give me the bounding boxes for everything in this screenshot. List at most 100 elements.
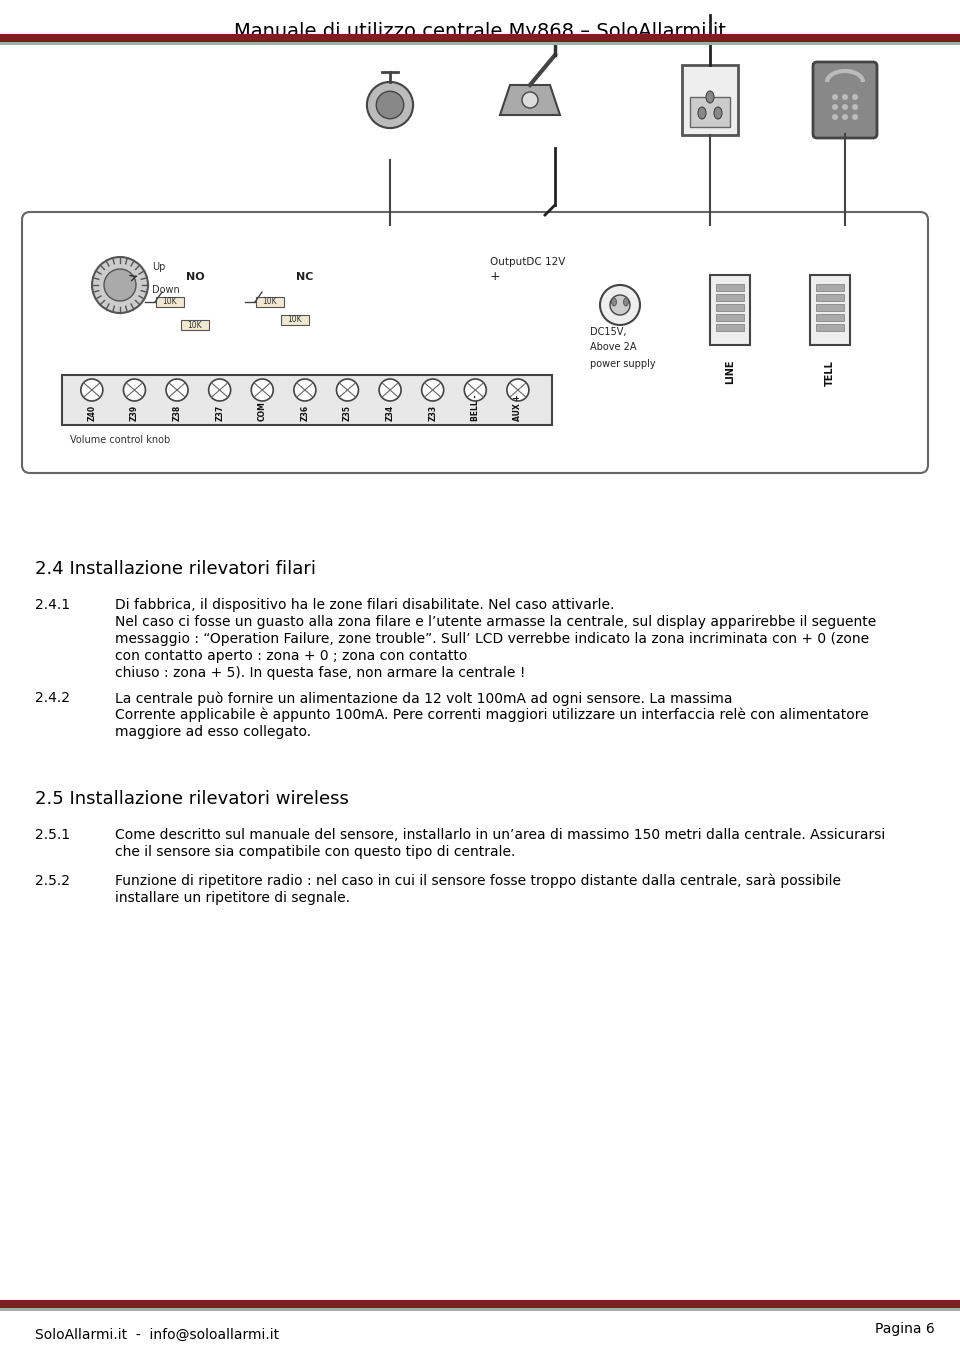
Bar [816, 284, 844, 291]
Text: 2.5.2: 2.5.2 [35, 874, 70, 888]
Text: AUX +: AUX + [514, 394, 522, 422]
Text: DC15V,: DC15V, [590, 326, 627, 337]
Circle shape [610, 295, 630, 316]
Text: messaggio : “Operation Failure, zone trouble”. Sull’ LCD verrebbe indicato la zo: messaggio : “Operation Failure, zone tro… [115, 632, 869, 646]
Circle shape [465, 379, 487, 401]
Circle shape [252, 379, 274, 401]
Text: chiuso : zona + 5). In questa fase, non armare la centrale !: chiuso : zona + 5). In questa fase, non … [115, 666, 525, 680]
Bar [181, 320, 209, 330]
Circle shape [852, 114, 858, 120]
Circle shape [852, 94, 858, 101]
Circle shape [522, 92, 538, 107]
Text: Corrente applicabile è appunto 100mA. Pere correnti maggiori utilizzare un inter: Corrente applicabile è appunto 100mA. Pe… [115, 709, 869, 722]
Bar [816, 294, 844, 301]
Text: COM: COM [258, 401, 267, 422]
Bar [810, 275, 850, 345]
Circle shape [421, 379, 444, 401]
Circle shape [832, 103, 838, 110]
Circle shape [842, 114, 848, 120]
Text: Z37: Z37 [215, 405, 224, 422]
Polygon shape [500, 84, 560, 116]
Circle shape [842, 103, 848, 110]
Circle shape [832, 94, 838, 101]
Circle shape [367, 82, 413, 128]
Circle shape [507, 379, 529, 401]
Text: LINE: LINE [725, 360, 735, 385]
Text: Above 2A: Above 2A [590, 341, 636, 352]
Text: Down: Down [152, 286, 180, 295]
Bar [0, 42, 960, 45]
Text: Z40: Z40 [87, 405, 96, 422]
Bar [156, 296, 184, 307]
Bar [816, 314, 844, 321]
Circle shape [832, 114, 838, 120]
FancyBboxPatch shape [813, 63, 877, 137]
Circle shape [336, 379, 358, 401]
Circle shape [379, 379, 401, 401]
FancyBboxPatch shape [22, 212, 928, 473]
Bar [710, 275, 750, 345]
Text: Pagina 6: Pagina 6 [876, 1322, 935, 1336]
Bar [716, 314, 744, 321]
Bar [0, 1300, 960, 1308]
Text: NO: NO [185, 272, 204, 282]
Text: Funzione di ripetitore radio : nel caso in cui il sensore fosse troppo distante : Funzione di ripetitore radio : nel caso … [115, 874, 841, 888]
Text: La centrale può fornire un alimentazione da 12 volt 100mA ad ogni sensore. La ma: La centrale può fornire un alimentazione… [115, 691, 732, 706]
Bar [816, 305, 844, 311]
Text: Up: Up [152, 262, 165, 272]
Circle shape [124, 379, 145, 401]
Ellipse shape [612, 298, 616, 306]
Text: Z38: Z38 [173, 405, 181, 422]
Text: BELL -: BELL - [470, 394, 480, 422]
Text: power supply: power supply [590, 359, 656, 369]
Bar [256, 296, 284, 307]
Bar [716, 305, 744, 311]
Ellipse shape [714, 107, 722, 120]
Circle shape [208, 379, 230, 401]
Text: 2.4.1: 2.4.1 [35, 598, 70, 612]
Text: 2.4.2: 2.4.2 [35, 691, 70, 704]
Text: NC: NC [297, 272, 314, 282]
Bar [716, 324, 744, 330]
Ellipse shape [706, 91, 714, 103]
Text: con contatto aperto : zona + 0 ; zona con contatto: con contatto aperto : zona + 0 ; zona co… [115, 649, 468, 664]
Text: Z36: Z36 [300, 405, 309, 422]
Text: 10K: 10K [288, 316, 302, 325]
Text: 10K: 10K [263, 298, 277, 306]
Circle shape [166, 379, 188, 401]
Ellipse shape [698, 107, 706, 120]
Text: Z33: Z33 [428, 405, 437, 422]
Circle shape [600, 286, 640, 325]
Circle shape [852, 103, 858, 110]
Text: Z35: Z35 [343, 405, 352, 422]
Bar [716, 294, 744, 301]
Text: 2.4 Installazione rilevatori filari: 2.4 Installazione rilevatori filari [35, 560, 316, 578]
Text: che il sensore sia compatibile con questo tipo di centrale.: che il sensore sia compatibile con quest… [115, 845, 516, 860]
Ellipse shape [623, 298, 629, 306]
Bar [690, 97, 730, 126]
Text: Manuale di utilizzo centrale My868 – SoloAllarmi.it: Manuale di utilizzo centrale My868 – Sol… [234, 22, 726, 41]
Text: +: + [490, 271, 500, 283]
Bar [816, 324, 844, 330]
Text: installare un ripetitore di segnale.: installare un ripetitore di segnale. [115, 891, 350, 904]
Circle shape [104, 269, 136, 301]
Circle shape [842, 94, 848, 101]
Bar [0, 1308, 960, 1311]
Bar [62, 375, 552, 424]
Text: 10K: 10K [162, 298, 178, 306]
Bar [281, 316, 309, 325]
Text: 2.5.1: 2.5.1 [35, 828, 70, 842]
Text: Z39: Z39 [130, 405, 139, 422]
Text: OutputDC 12V: OutputDC 12V [490, 257, 565, 267]
Bar [682, 65, 738, 135]
Circle shape [376, 91, 404, 118]
Bar [716, 284, 744, 291]
Circle shape [92, 257, 148, 313]
Circle shape [81, 379, 103, 401]
Text: Nel caso ci fosse un guasto alla zona filare e l’utente armasse la centrale, sul: Nel caso ci fosse un guasto alla zona fi… [115, 615, 876, 628]
Text: maggiore ad esso collegato.: maggiore ad esso collegato. [115, 725, 311, 738]
Circle shape [294, 379, 316, 401]
Text: 2.5 Installazione rilevatori wireless: 2.5 Installazione rilevatori wireless [35, 790, 348, 808]
Text: Come descritto sul manuale del sensore, installarlo in un’area di massimo 150 me: Come descritto sul manuale del sensore, … [115, 828, 885, 842]
Text: Z34: Z34 [386, 405, 395, 422]
